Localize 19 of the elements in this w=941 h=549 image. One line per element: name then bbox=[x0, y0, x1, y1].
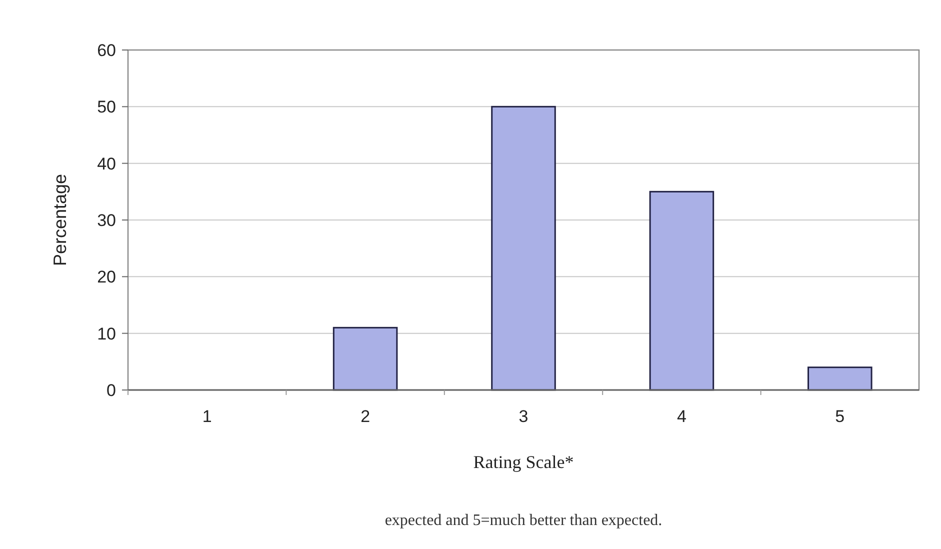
x-tick-label: 5 bbox=[835, 407, 845, 426]
y-tick-label: 10 bbox=[97, 324, 116, 344]
y-tick-label: 0 bbox=[106, 380, 116, 400]
y-tick-label: 40 bbox=[97, 154, 116, 174]
bar bbox=[491, 106, 556, 391]
x-tick-label: 2 bbox=[360, 407, 370, 426]
y-tick-label: 20 bbox=[97, 268, 116, 287]
bar bbox=[808, 366, 872, 391]
y-tick-label: 50 bbox=[97, 98, 116, 117]
bar bbox=[332, 326, 398, 391]
bar bbox=[649, 190, 714, 391]
y-axis-title: Percentage bbox=[50, 174, 70, 266]
y-tick-label: 60 bbox=[97, 40, 116, 60]
y-tick-label: 30 bbox=[97, 210, 116, 230]
text: expected and 5=much better than expected. bbox=[384, 512, 662, 529]
x-tick-label: 1 bbox=[202, 407, 212, 426]
x-axis-title: Rating Scale* bbox=[473, 452, 574, 472]
x-tick-label: 3 bbox=[518, 407, 528, 426]
x-tick-label: 4 bbox=[676, 407, 686, 426]
